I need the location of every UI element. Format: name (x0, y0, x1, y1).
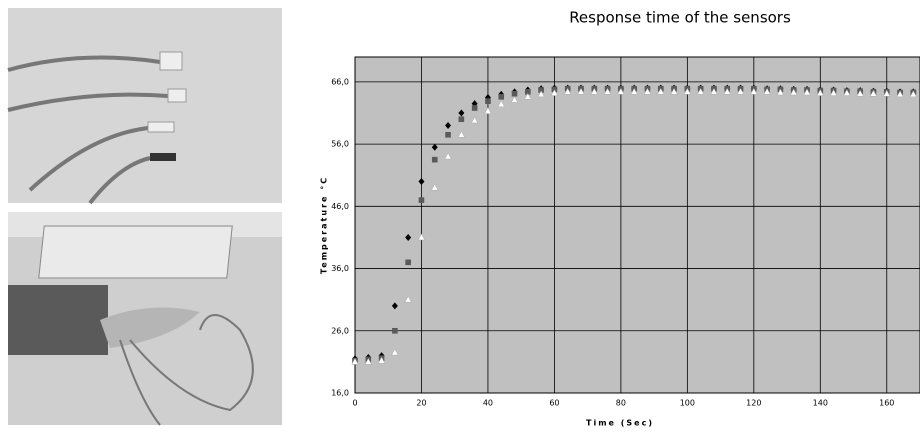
data-point (525, 89, 531, 95)
data-point (736, 87, 745, 95)
data-point (458, 109, 465, 117)
plot-area (354, 56, 920, 394)
data-point (364, 357, 372, 365)
data-point (550, 89, 559, 96)
data-point (497, 100, 505, 108)
data-point (803, 88, 811, 96)
x-tick-label: 80 (616, 399, 626, 408)
photo-hand (8, 212, 282, 426)
data-point (697, 87, 705, 95)
data-point (511, 90, 518, 97)
data-point (471, 105, 478, 111)
data-point (909, 90, 917, 98)
data-point (391, 302, 398, 310)
data-point (445, 131, 451, 138)
data-point (683, 87, 691, 95)
data-point (431, 156, 438, 163)
data-point (790, 88, 798, 96)
data-point (418, 197, 425, 203)
data-point (351, 357, 359, 365)
data-point (431, 183, 439, 191)
data-point (670, 87, 678, 95)
y-tick-label: 66,0 (331, 77, 349, 86)
x-tick-label: 140 (813, 399, 828, 408)
data-point (484, 107, 492, 114)
data-point (763, 87, 771, 95)
data-point (643, 87, 652, 95)
chart-title: Response time of the sensors (569, 9, 791, 27)
y-axis-label: Temperature °C (320, 176, 329, 274)
photo-sensors (7, 8, 282, 205)
y-tick-label: 36,0 (331, 264, 349, 273)
data-point (869, 89, 878, 97)
data-point (417, 233, 426, 241)
x-tick-label: 40 (483, 399, 493, 408)
data-point (457, 130, 465, 138)
data-point (418, 177, 425, 185)
x-tick-label: 60 (549, 399, 559, 408)
y-tick-label: 56,0 (331, 140, 349, 149)
data-point (750, 87, 758, 95)
y-tick-label: 16,0 (331, 389, 349, 398)
data-point (404, 295, 412, 303)
data-point (816, 89, 824, 96)
data-point (498, 94, 505, 100)
data-point (431, 143, 438, 151)
data-point (524, 92, 532, 100)
x-tick-label: 160 (879, 399, 894, 408)
data-point (445, 121, 452, 129)
data-point (377, 356, 386, 364)
data-point (471, 116, 479, 124)
data-point (510, 95, 519, 103)
data-point (405, 233, 412, 241)
data-point (537, 90, 545, 98)
data-point (856, 89, 864, 97)
data-point (485, 98, 491, 104)
data-point (538, 87, 544, 93)
data-point (391, 348, 399, 356)
data-point (896, 90, 904, 98)
y-tick-label: 26,0 (331, 326, 349, 335)
data-point (444, 152, 452, 160)
y-tick-label: 46,0 (331, 202, 349, 211)
data-point (829, 89, 838, 96)
x-tick-label: 20 (416, 399, 426, 408)
data-point (710, 87, 718, 95)
x-tick-label: 100 (680, 399, 695, 408)
data-point (630, 87, 638, 95)
data-point (617, 87, 625, 95)
data-point (392, 327, 398, 334)
data-point (590, 87, 598, 95)
data-point (657, 87, 665, 95)
data-point (776, 88, 785, 96)
data-point (458, 116, 465, 123)
data-point (564, 87, 572, 95)
x-tick-label: 0 (352, 399, 357, 408)
data-point (883, 89, 891, 97)
x-axis-label: Time (Sec) (586, 419, 654, 428)
data-point (723, 87, 731, 95)
data-point (843, 89, 851, 96)
data-point (405, 259, 411, 266)
data-point (577, 87, 585, 95)
data-point (603, 87, 612, 95)
x-tick-label: 120 (746, 399, 761, 408)
